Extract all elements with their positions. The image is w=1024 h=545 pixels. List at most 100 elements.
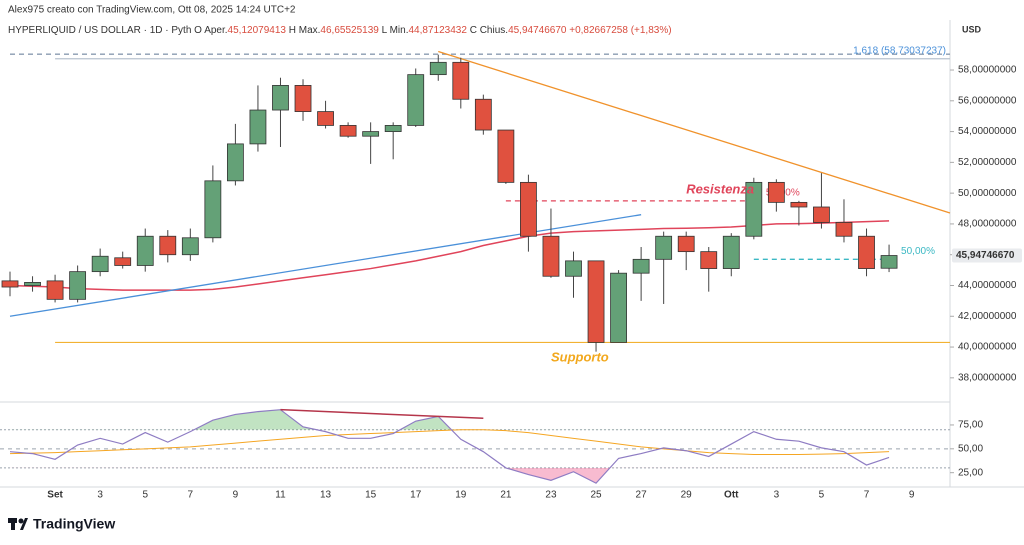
x-tick-label: 11	[275, 490, 286, 501]
rsi-tick-label: 75,00	[958, 420, 983, 431]
y-tick-label: 52,00000000	[958, 157, 1017, 168]
legend-value: 45,12079413	[228, 25, 287, 36]
candle-body	[339, 125, 357, 137]
x-tick-label: 15	[365, 490, 377, 501]
candle-body	[700, 251, 718, 269]
x-tick-label: 19	[455, 490, 467, 501]
candle-body	[136, 235, 154, 266]
moving-average	[9, 220, 890, 291]
legend-key: O	[194, 25, 202, 36]
candle-body	[294, 85, 312, 112]
candle-body	[565, 260, 582, 277]
candle-body	[813, 206, 830, 223]
level-label: 1,618 (58,73037237)	[853, 45, 946, 56]
y-tick-label: 40,00000000	[958, 342, 1017, 353]
legend-key: C	[470, 25, 477, 36]
level-label: 50,00%	[901, 246, 935, 257]
candle-body	[181, 237, 199, 256]
legend-name: Aper.	[204, 25, 227, 36]
candle-body	[474, 98, 492, 131]
candle-body	[587, 260, 605, 343]
candle-body	[767, 181, 785, 203]
legend-key: H	[289, 25, 296, 36]
x-tick-label: 21	[500, 490, 512, 501]
x-tick-label: 25	[590, 490, 602, 501]
legend-value: 45,94746670	[508, 25, 567, 36]
last-price-tag	[952, 248, 1022, 263]
candle-body	[407, 74, 425, 126]
legend-value: 46,65525139	[320, 25, 379, 36]
trendline	[438, 50, 951, 214]
x-tick-label: 5	[142, 490, 148, 501]
y-tick-label: 56,00000000	[958, 95, 1017, 106]
candle-body	[69, 271, 87, 300]
candle-body	[497, 129, 515, 183]
legend-text: HYPERLIQUID / US DOLLAR · 1D · Pyth O Ap…	[8, 25, 672, 36]
candle-body	[610, 272, 627, 343]
candle-body	[520, 181, 537, 237]
candle-body	[317, 111, 334, 126]
candle-body	[362, 131, 380, 137]
logo: TradingView	[33, 516, 115, 532]
legend-key: L	[382, 25, 388, 36]
y-tick-label: 42,00000000	[958, 311, 1017, 322]
candle-body	[249, 109, 267, 145]
x-tick-label: 9	[233, 490, 239, 501]
symbol: HYPERLIQUID / US DOLLAR · 1D · Pyth	[8, 25, 191, 36]
candle-body	[677, 235, 695, 253]
y-tick-label: 58,00000000	[958, 65, 1017, 76]
rsi-tick-label: 50,00	[958, 443, 983, 454]
candle-body	[835, 221, 853, 237]
annotation: Resistenza	[686, 182, 754, 197]
x-tick-label: 3	[774, 490, 780, 501]
candle-body	[24, 282, 41, 286]
legend-value: 44,87123432	[409, 25, 468, 36]
y-tick-label: 38,00000000	[958, 372, 1017, 383]
candle-body	[114, 257, 132, 266]
currency: USD	[962, 24, 982, 34]
x-tick-label: 7	[188, 490, 194, 501]
candle-body	[91, 255, 109, 273]
x-tick-label: 23	[545, 490, 557, 501]
x-tick-label: Ott	[724, 490, 739, 501]
candle-body	[452, 61, 470, 100]
legend-name: Max.	[299, 25, 321, 36]
candle-body	[226, 143, 244, 182]
legend-name: Chius.	[480, 25, 508, 36]
x-tick-label: 13	[320, 490, 332, 501]
y-tick-label: 54,00000000	[958, 126, 1017, 137]
rsi-ma	[9, 429, 890, 456]
rsi-line	[9, 409, 890, 484]
legend: HYPERLIQUID / US DOLLAR · 1D · Pyth O Ap…	[8, 25, 672, 36]
author: Alex975 creato con TradingView.com, Ott …	[8, 5, 296, 16]
last-price-label: 45,94746670	[956, 250, 1015, 261]
legend-name: Min.	[390, 25, 409, 36]
candle-body	[790, 201, 808, 208]
rsi-overbought-fill	[10, 409, 890, 430]
candle-body	[632, 258, 650, 274]
candle-body	[384, 125, 402, 132]
candle-body	[655, 235, 673, 260]
candle-body	[272, 85, 289, 111]
rsi-oversold-fill	[505, 467, 610, 484]
candle-body	[542, 235, 560, 277]
candle-body	[46, 280, 64, 300]
x-tick-label: Set	[47, 490, 63, 501]
candle-body	[880, 255, 898, 269]
y-tick-label: 50,00000000	[958, 188, 1017, 199]
candle-body	[204, 180, 222, 239]
x-tick-label: 9	[909, 490, 915, 501]
x-tick-label: 7	[864, 490, 870, 501]
divergence-line	[280, 408, 484, 420]
candle-body	[159, 235, 177, 256]
rsi-tick-label: 25,00	[958, 467, 983, 478]
x-tick-label: 3	[97, 490, 103, 501]
x-tick-label: 29	[681, 490, 693, 501]
candle-body	[722, 235, 740, 269]
candle-body	[1, 280, 19, 288]
logo-icon	[8, 518, 28, 530]
candle-body	[745, 181, 763, 237]
candle-body	[429, 61, 447, 76]
x-tick-label: 17	[410, 490, 422, 501]
